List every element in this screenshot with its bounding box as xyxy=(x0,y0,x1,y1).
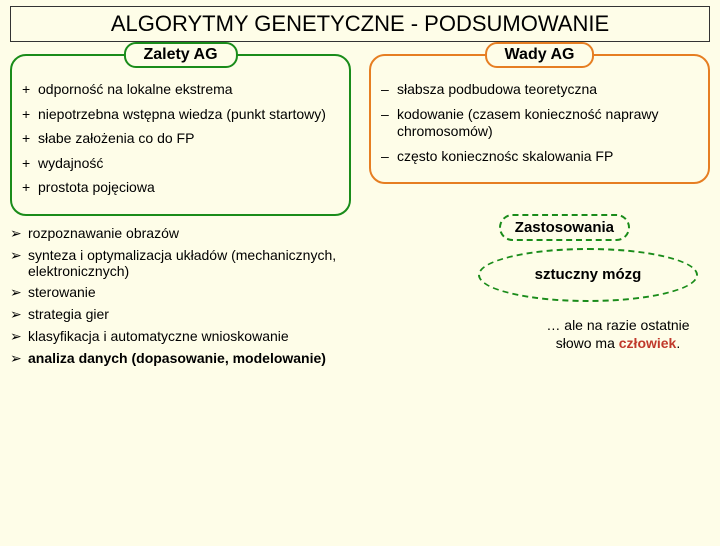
pros-item: +niepotrzebna wstępna wiedza (punkt star… xyxy=(22,106,339,124)
pros-item-text: niepotrzebna wstępna wiedza (punkt start… xyxy=(38,106,326,124)
cons-item-text: kodowanie (czasem konieczność naprawy ch… xyxy=(397,106,698,141)
app-item: ➢analiza danych (dopasowanie, modelowani… xyxy=(10,350,490,367)
pros-item-text: odporność na lokalne ekstrema xyxy=(38,81,233,99)
app-item-text: rozpoznawanie obrazów xyxy=(28,225,179,241)
minus-icon: – xyxy=(381,81,397,99)
chevron-icon: ➢ xyxy=(10,247,28,264)
pros-box: Zalety AG +odporność na lokalne ekstrema… xyxy=(10,54,351,216)
cons-item: –słabsza podbudowa teoretyczna xyxy=(381,81,698,99)
minus-icon: – xyxy=(381,148,397,166)
cons-item: –kodowanie (czasem konieczność naprawy c… xyxy=(381,106,698,141)
app-item: ➢strategia gier xyxy=(10,306,440,323)
cons-box: Wady AG –słabsza podbudowa teoretyczna–k… xyxy=(369,54,710,184)
app-item-text: strategia gier xyxy=(28,306,109,322)
pros-item: +odporność na lokalne ekstrema xyxy=(22,81,339,99)
app-item: ➢sterowanie xyxy=(10,284,440,301)
pros-item-text: słabe założenia co do FP xyxy=(38,130,194,148)
note-post: . xyxy=(676,335,680,351)
plus-icon: + xyxy=(22,81,38,99)
page-title: ALGORYTMY GENETYCZNE - PODSUMOWANIE xyxy=(10,6,710,42)
app-item: ➢rozpoznawanie obrazów xyxy=(10,225,440,242)
app-item-text: analiza danych (dopasowanie, modelowanie… xyxy=(28,350,326,366)
chevron-icon: ➢ xyxy=(10,328,28,345)
pros-item: +prostota pojęciowa xyxy=(22,179,339,197)
plus-icon: + xyxy=(22,106,38,124)
app-item-text: synteza i optymalizacja układów (mechani… xyxy=(28,247,400,279)
cons-item-text: często koniecznośc skalowania FP xyxy=(397,148,613,166)
app-item: ➢synteza i optymalizacja układów (mechan… xyxy=(10,247,400,279)
plus-icon: + xyxy=(22,155,38,173)
columns: Zalety AG +odporność na lokalne ekstrema… xyxy=(0,42,720,216)
plus-icon: + xyxy=(22,179,38,197)
plus-icon: + xyxy=(22,130,38,148)
cons-heading: Wady AG xyxy=(485,42,595,68)
pros-item: +słabe założenia co do FP xyxy=(22,130,339,148)
chevron-icon: ➢ xyxy=(10,284,28,301)
minus-icon: – xyxy=(381,106,397,141)
pros-heading: Zalety AG xyxy=(123,42,237,68)
applications-section: Zastosowania sztuczny mózg … ale na razi… xyxy=(0,216,720,367)
chevron-icon: ➢ xyxy=(10,225,28,242)
brain-cloud: sztuczny mózg xyxy=(478,248,698,302)
pros-item: +wydajność xyxy=(22,155,339,173)
app-item-text: klasyfikacja i automatyczne wnioskowanie xyxy=(28,328,289,344)
note-red: człowiek xyxy=(619,335,677,351)
cons-item: –często koniecznośc skalowania FP xyxy=(381,148,698,166)
pros-column: Zalety AG +odporność na lokalne ekstrema… xyxy=(10,54,351,216)
apps-heading: Zastosowania xyxy=(499,214,630,241)
cons-item-text: słabsza podbudowa teoretyczna xyxy=(397,81,597,99)
footnote: … ale na razie ostatnie słowo ma człowie… xyxy=(538,316,698,352)
app-item-text: sterowanie xyxy=(28,284,96,300)
cons-column: Wady AG –słabsza podbudowa teoretyczna–k… xyxy=(369,54,710,216)
chevron-icon: ➢ xyxy=(10,306,28,323)
app-item: ➢klasyfikacja i automatyczne wnioskowani… xyxy=(10,328,490,345)
pros-item-text: wydajność xyxy=(38,155,103,173)
pros-item-text: prostota pojęciowa xyxy=(38,179,155,197)
chevron-icon: ➢ xyxy=(10,350,28,367)
